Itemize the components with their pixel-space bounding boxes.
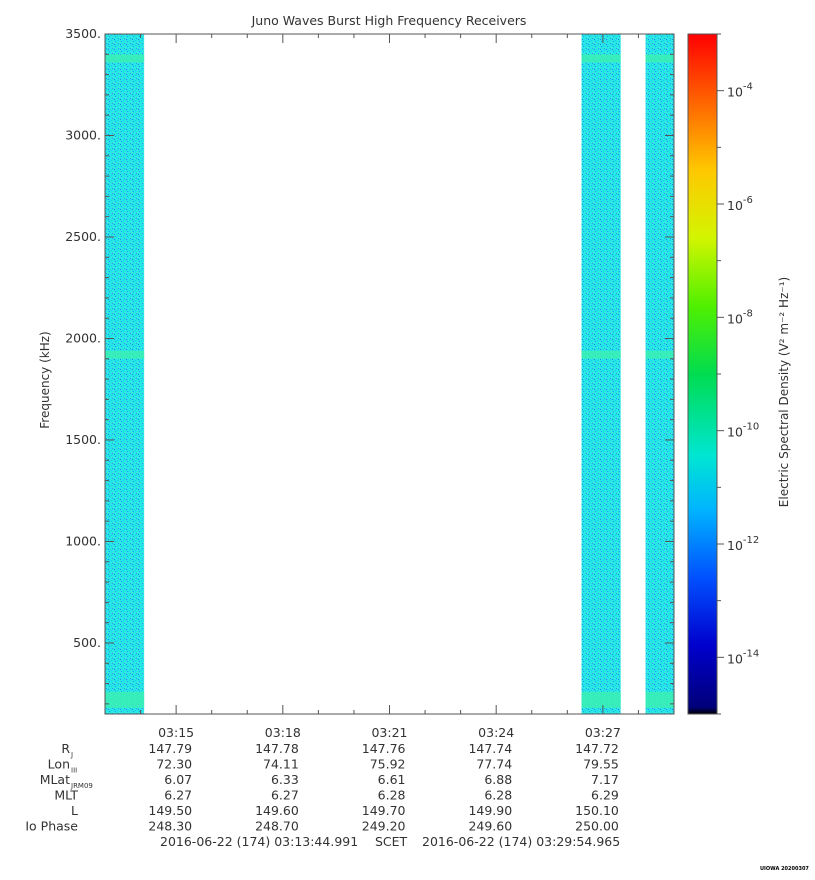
spectrogram-data	[105, 34, 674, 714]
data-column	[105, 34, 145, 714]
ephemeris-value: 147.72	[575, 741, 619, 756]
x-tick-label: 03:27	[585, 725, 621, 740]
ephemeris-value: 150.10	[575, 803, 619, 818]
ephemeris-value: 147.78	[255, 741, 299, 756]
ephemeris-value: 7.17	[591, 772, 619, 787]
colorbar-tick-label: 10-6	[727, 195, 753, 213]
ephemeris-row-subscript: III	[71, 767, 77, 775]
ephemeris-value: 149.50	[148, 803, 192, 818]
colorbar-tick-label: 10-4	[727, 82, 753, 100]
footer-end-time: 2016-06-22 (174) 03:29:54.965	[422, 834, 620, 849]
ephemeris-row-subscript: JRM09	[70, 782, 93, 790]
x-tick-label: 03:24	[478, 725, 514, 740]
ephemeris-value: 6.27	[164, 788, 192, 803]
colorbar-tick-label: 10-10	[727, 422, 759, 440]
ephemeris-value: 6.88	[484, 772, 512, 787]
ephemeris-value: 147.76	[362, 741, 406, 756]
ephemeris-value: 6.07	[164, 772, 192, 787]
footer-scet-label: SCET	[375, 834, 408, 849]
emission-band	[581, 691, 621, 708]
y-tick-label: 500.	[73, 635, 101, 650]
ephemeris-value: 249.20	[362, 819, 406, 834]
y-tick-label: 3000.	[65, 127, 101, 142]
credit-stamp: UIOWA 20200307	[760, 866, 809, 872]
ephemeris-value: 79.55	[583, 757, 619, 772]
emission-band	[581, 350, 621, 359]
emission-band	[581, 54, 621, 63]
y-tick-label: 1500.	[65, 432, 101, 447]
ephemeris-value: 149.70	[362, 803, 406, 818]
y-axis-label: Frequency (kHz)	[38, 331, 52, 428]
ephemeris-row-label: L	[71, 803, 78, 818]
ephemeris-value: 77.74	[476, 757, 512, 772]
ephemeris-value: 147.79	[148, 741, 192, 756]
ephemeris-value: 6.33	[271, 772, 299, 787]
y-tick-label: 2000.	[65, 330, 101, 345]
colorbar-tick-label: 10-12	[727, 535, 759, 553]
y-tick-label: 1000.	[65, 533, 101, 548]
emission-band	[105, 350, 145, 359]
emission-band	[645, 350, 674, 359]
ephemeris-value: 147.74	[468, 741, 512, 756]
colorbar	[687, 33, 718, 715]
ephemeris-value: 149.60	[255, 803, 299, 818]
ephemeris-table: R J 147.79 147.78 147.76 147.74 147.72 Lon III 72…	[25, 741, 619, 834]
colorbar-tick-label: 10-14	[727, 648, 759, 666]
ephemeris-value: 250.00	[575, 819, 619, 834]
ephemeris-row-label: Lon	[48, 757, 70, 772]
ephemeris-value: 6.29	[591, 788, 619, 803]
ephemeris-value: 6.27	[271, 788, 299, 803]
ephemeris-row-label: R	[61, 741, 70, 756]
y-tick-label: 2500.	[65, 229, 101, 244]
emission-band	[645, 691, 674, 708]
ephemeris-value: 6.61	[378, 772, 406, 787]
x-axis: 03:15 03:18 03:21 03:24 03:27	[104, 34, 675, 740]
ephemeris-value: 75.92	[370, 757, 406, 772]
x-tick-label: 03:18	[265, 725, 301, 740]
ephemeris-value: 72.30	[156, 757, 192, 772]
ephemeris-value: 74.11	[263, 757, 299, 772]
ephemeris-value: 248.30	[148, 819, 192, 834]
emission-band	[645, 54, 674, 63]
colorbar-label: Electric Spectral Density (V² m⁻² Hz⁻¹)	[777, 277, 791, 507]
emission-band	[105, 54, 145, 63]
chart-title: Juno Waves Burst High Frequency Receiver…	[251, 13, 527, 28]
ephemeris-value: 6.28	[378, 788, 406, 803]
emission-band	[105, 691, 145, 708]
x-tick-label: 03:21	[371, 725, 407, 740]
ephemeris-row-subscript: J	[70, 751, 73, 759]
ephemeris-row-label: MLat	[40, 772, 70, 787]
y-tick-label: 3500.	[65, 26, 101, 41]
ephemeris-value: 149.90	[468, 803, 512, 818]
data-column	[581, 34, 621, 714]
x-tick-label: 03:15	[158, 725, 194, 740]
y-axis: 500. 1000. 1500. 2000. 2500. 3000. 3500.	[65, 26, 674, 705]
colorbar-tick-label: 10-8	[727, 308, 753, 326]
ephemeris-value: 248.70	[255, 819, 299, 834]
data-column	[645, 34, 674, 714]
ephemeris-row-label: Io Phase	[25, 819, 78, 834]
colorbar-axis: 10-14 10-12 10-10 10-8 10-6 10-4	[717, 33, 759, 715]
ephemeris-row-label: MLT	[54, 788, 78, 803]
ephemeris-value: 6.28	[484, 788, 512, 803]
footer-start-time: 2016-06-22 (174) 03:13:44.991	[160, 834, 358, 849]
ephemeris-value: 249.60	[468, 819, 512, 834]
